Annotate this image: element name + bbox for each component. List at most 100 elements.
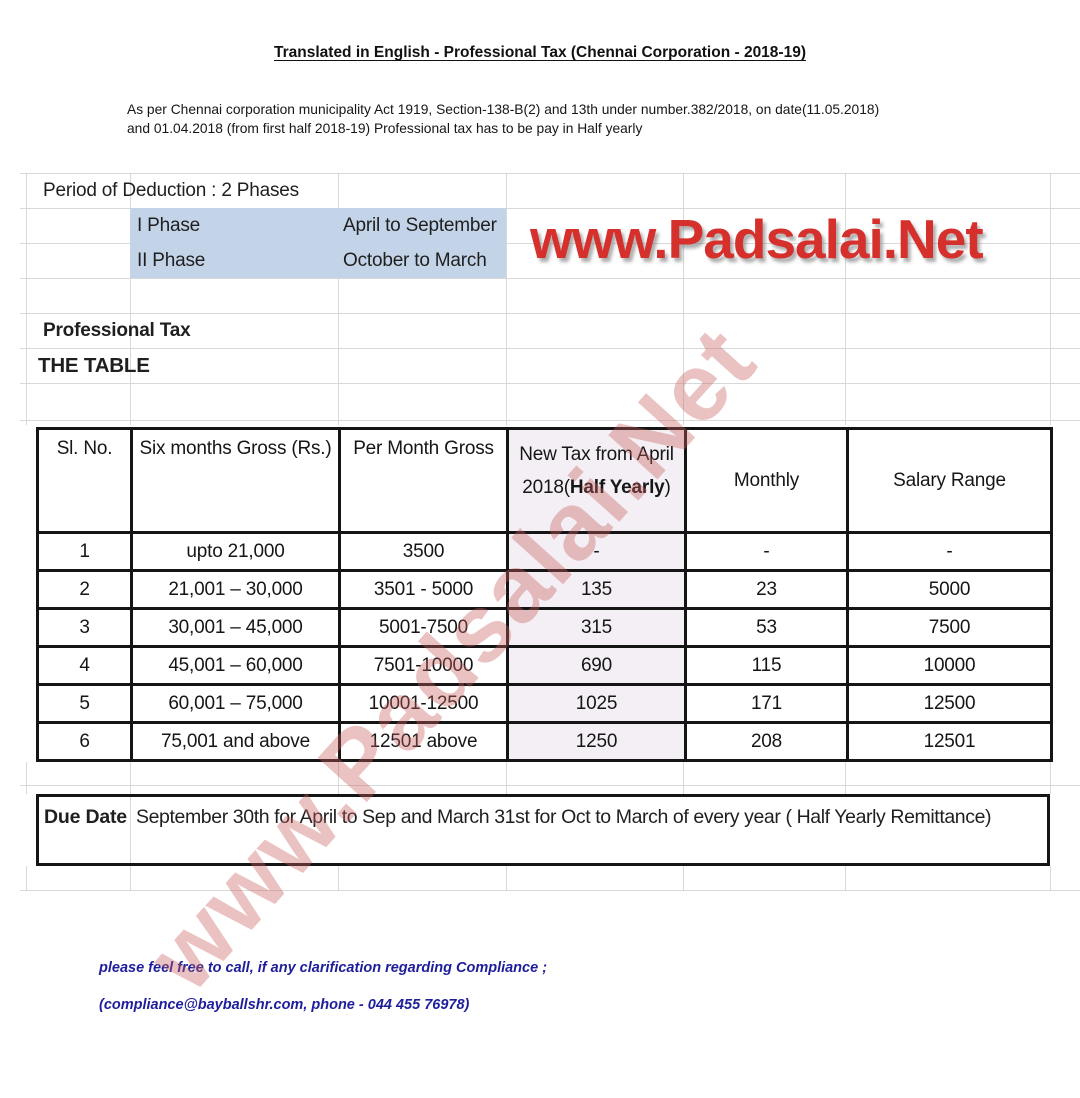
- header-new-tax-line1: New Tax from April: [519, 444, 674, 465]
- cell-six-months-gross: upto 21,000: [130, 531, 341, 572]
- cell-sl-no: 6: [36, 721, 133, 762]
- gridline: [338, 866, 339, 890]
- cell-monthly: 23: [684, 569, 849, 610]
- gridline: [338, 173, 339, 425]
- cell-per-month-gross: 5001-7500: [338, 607, 509, 648]
- cell-per-month-gross: 3501 - 5000: [338, 569, 509, 610]
- footer-compliance-note: please feel free to call, if any clarifi…: [99, 960, 548, 976]
- cell-salary-range: 7500: [846, 607, 1053, 648]
- gridline: [26, 173, 27, 425]
- cell-monthly: 171: [684, 683, 849, 724]
- cell-sl-no: 4: [36, 645, 133, 686]
- cell-sl-no: 3: [36, 607, 133, 648]
- gridline: [845, 866, 846, 890]
- gridline: [130, 173, 131, 425]
- cell-per-month-gross: 7501-10000: [338, 645, 509, 686]
- padsalai-banner-watermark: www.Padsalai.Net: [530, 208, 984, 270]
- cell-monthly: 115: [684, 645, 849, 686]
- table-row: 2 21,001 – 30,000 3501 - 5000 135 23 500…: [36, 569, 1053, 610]
- footer-contact-info: (compliance@bayballshr.com, phone - 044 …: [99, 997, 470, 1013]
- due-date-label: Due Date: [44, 806, 127, 828]
- header-new-tax-line2-prefix: 2018(: [522, 477, 570, 498]
- table-row: 1 upto 21,000 3500 - - -: [36, 531, 1053, 572]
- gridline: [845, 762, 846, 794]
- cell-six-months-gross: 30,001 – 45,000: [130, 607, 341, 648]
- cell-per-month-gross: 12501 above: [338, 721, 509, 762]
- phase-highlight-fill: [130, 208, 506, 278]
- gridline: [506, 762, 507, 794]
- cell-monthly: 208: [684, 721, 849, 762]
- gridline: [20, 348, 1080, 349]
- cell-new-tax: -: [506, 531, 687, 572]
- cell-sl-no: 1: [36, 531, 133, 572]
- header-six-months-gross: Six months Gross (Rs.): [130, 427, 341, 534]
- gridline: [683, 173, 684, 425]
- gridline: [1050, 762, 1051, 794]
- gridline: [20, 785, 1080, 786]
- table-row: 6 75,001 and above 12501 above 1250 208 …: [36, 721, 1053, 762]
- cell-salary-range: 10000: [846, 645, 1053, 686]
- gridline: [20, 383, 1080, 384]
- cell-salary-range: -: [846, 531, 1053, 572]
- cell-six-months-gross: 45,001 – 60,000: [130, 645, 341, 686]
- gridline: [1050, 866, 1051, 890]
- gridline: [20, 420, 1080, 421]
- phase-2-label: II Phase: [137, 250, 206, 271]
- cell-salary-range: 12501: [846, 721, 1053, 762]
- gridline: [683, 866, 684, 890]
- gridline: [338, 762, 339, 794]
- gridline: [506, 173, 507, 425]
- gridline: [26, 866, 27, 890]
- table-row: 3 30,001 – 45,000 5001-7500 315 53 7500: [36, 607, 1053, 648]
- gridline: [26, 762, 27, 794]
- header-new-tax: New Tax from April 2018(Half Yearly): [506, 427, 687, 534]
- cell-salary-range: 5000: [846, 569, 1053, 610]
- cell-salary-range: 12500: [846, 683, 1053, 724]
- gridline: [130, 762, 131, 794]
- cell-six-months-gross: 60,001 – 75,000: [130, 683, 341, 724]
- header-monthly: Monthly: [684, 427, 849, 534]
- header-new-tax-line2-bold: Half Yearly: [569, 477, 665, 498]
- phase-1-label: I Phase: [137, 215, 201, 236]
- header-sl-no: Sl. No.: [36, 427, 133, 534]
- professional-tax-table: Sl. No. Six months Gross (Rs.) Per Month…: [36, 427, 1053, 762]
- gridline: [20, 278, 1080, 279]
- gridline: [1050, 173, 1051, 425]
- phase-1-range: April to September: [343, 215, 497, 236]
- cell-new-tax: 315: [506, 607, 687, 648]
- header-per-month-gross: Per Month Gross: [338, 427, 509, 534]
- gridline: [130, 866, 131, 890]
- phase-2-range: October to March: [343, 250, 487, 271]
- cell-new-tax: 1250: [506, 721, 687, 762]
- cell-new-tax: 690: [506, 645, 687, 686]
- table-header-row: Sl. No. Six months Gross (Rs.) Per Month…: [36, 427, 1053, 534]
- cell-new-tax: 135: [506, 569, 687, 610]
- period-of-deduction-heading: Period of Deduction : 2 Phases: [43, 180, 299, 201]
- table-row: 4 45,001 – 60,000 7501-10000 690 115 100…: [36, 645, 1053, 686]
- cell-per-month-gross: 10001-12500: [338, 683, 509, 724]
- gridline: [20, 243, 1080, 244]
- due-date-box: Due Date September 30th for April to Sep…: [36, 794, 1050, 866]
- intro-paragraph: As per Chennai corporation municipality …: [127, 101, 987, 138]
- gridline: [683, 762, 684, 794]
- cell-monthly: 53: [684, 607, 849, 648]
- professional-tax-label: Professional Tax: [43, 320, 191, 341]
- cell-per-month-gross: 3500: [338, 531, 509, 572]
- header-salary-range: Salary Range: [846, 427, 1053, 534]
- cell-six-months-gross: 21,001 – 30,000: [130, 569, 341, 610]
- gridline: [20, 208, 1080, 209]
- cell-six-months-gross: 75,001 and above: [130, 721, 341, 762]
- due-date-text: September 30th for April to Sep and Marc…: [136, 806, 992, 828]
- the-table-label: THE TABLE: [38, 354, 150, 377]
- cell-sl-no: 5: [36, 683, 133, 724]
- gridline: [20, 173, 1080, 174]
- header-new-tax-line2-suffix: ): [664, 477, 671, 498]
- cell-monthly: -: [684, 531, 849, 572]
- table-row: 5 60,001 – 75,000 10001-12500 1025 171 1…: [36, 683, 1053, 724]
- cell-new-tax: 1025: [506, 683, 687, 724]
- cell-sl-no: 2: [36, 569, 133, 610]
- page-title: Translated in English - Professional Tax…: [274, 44, 806, 61]
- intro-line-2: and 01.04.2018 (from first half 2018-19)…: [127, 120, 643, 136]
- due-date-separator: [130, 797, 131, 863]
